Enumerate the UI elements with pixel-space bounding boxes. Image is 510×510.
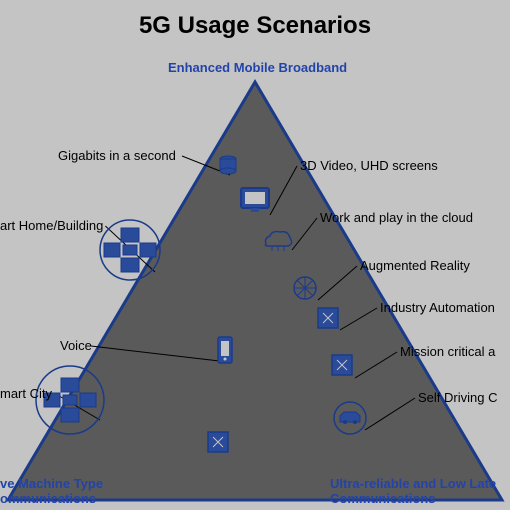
left-item-2: Voice (60, 338, 92, 353)
right-item-4: Mission critical a (400, 344, 495, 359)
vertex-top-label: Enhanced Mobile Broadband (168, 60, 347, 75)
right-item-3: Industry Automation (380, 300, 495, 315)
vertex-right-label: Ultra-reliable and Low LateCommunication… (330, 476, 496, 506)
triangle-shape (8, 82, 502, 500)
left-item-1: art Home/Building (0, 218, 103, 233)
left-item-3: mart City (0, 386, 52, 401)
right-item-1: Work and play in the cloud (320, 210, 473, 225)
vertex-left-label: ve Machine Typeommunications (0, 476, 103, 506)
page-title: 5G Usage Scenarios (139, 12, 371, 40)
right-item-5: Self Driving C (418, 390, 497, 405)
triangle-diagram (0, 0, 510, 510)
right-item-2: Augmented Reality (360, 258, 470, 273)
right-item-0: 3D Video, UHD screens (300, 158, 438, 173)
left-item-0: Gigabits in a second (58, 148, 176, 163)
